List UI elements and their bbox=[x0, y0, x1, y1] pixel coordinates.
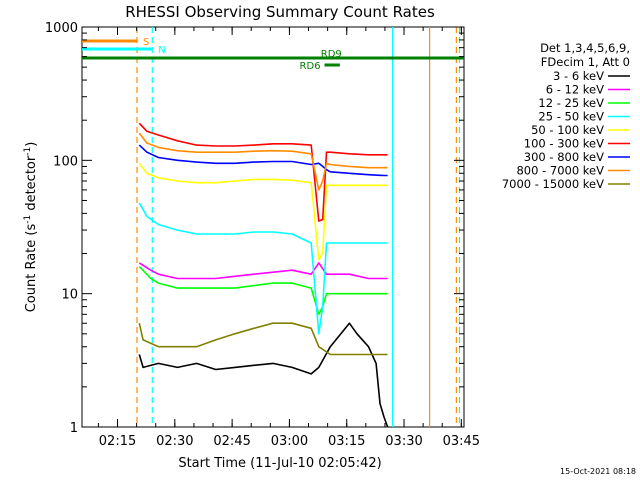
x-tick-label: 03:00 bbox=[271, 434, 308, 449]
series-lines bbox=[138, 122, 389, 428]
series-line bbox=[138, 132, 388, 191]
y-tick-label: 1000 bbox=[45, 21, 78, 36]
x-tick-label: 02:30 bbox=[156, 434, 193, 449]
y-tick-label: 10 bbox=[61, 288, 78, 303]
legend-entry-label: 50 - 100 keV bbox=[531, 123, 604, 137]
legend-entry-label: 800 - 7000 keV bbox=[516, 164, 604, 178]
series-line bbox=[138, 322, 389, 428]
series-line bbox=[138, 262, 388, 280]
y-axis-ticks: 1 10 100 1000 bbox=[45, 21, 464, 436]
y-axis-label-main: Count Rate (s bbox=[24, 224, 39, 313]
series-line bbox=[138, 162, 388, 261]
x-axis-ticks: 02:15 02:30 02:45 03:00 03:15 03:30 03:45 bbox=[97, 27, 480, 449]
vertical-markers bbox=[136, 27, 461, 427]
legend-entry-label: 12 - 25 keV bbox=[538, 96, 604, 110]
band-label: S bbox=[143, 37, 149, 48]
x-tick-label: 03:30 bbox=[385, 434, 422, 449]
band-label: RD9 bbox=[321, 49, 342, 60]
series-line bbox=[138, 202, 388, 335]
legend-entry-label: 100 - 300 keV bbox=[524, 137, 604, 151]
legend-entry-label: 25 - 50 keV bbox=[538, 110, 604, 124]
y-axis-label-end: ) bbox=[24, 142, 39, 147]
x-tick-label: 03:45 bbox=[443, 434, 480, 449]
legend-entry-label: 300 - 800 keV bbox=[524, 150, 604, 164]
x-axis-label: Start Time (11-Jul-10 02:05:42) bbox=[178, 456, 381, 471]
x-tick-label: 02:45 bbox=[213, 434, 250, 449]
series-line bbox=[138, 265, 388, 316]
timestamp: 15-Oct-2021 08:18 bbox=[560, 467, 636, 476]
x-tick-label: 02:15 bbox=[99, 434, 136, 449]
chart-title: RHESSI Observing Summary Count Rates bbox=[125, 3, 435, 21]
y-axis-label: Count Rate (s-1 detector-1) bbox=[23, 142, 39, 313]
y-axis-label-sup1: -1 bbox=[23, 215, 33, 224]
band-label: RD6 bbox=[300, 61, 321, 72]
band-label: N bbox=[158, 45, 165, 56]
series-line bbox=[138, 122, 388, 222]
legend-header-2: FDecim 1, Att 0 bbox=[541, 55, 630, 69]
legend-header-1: Det 1,3,4,5,6,9, bbox=[540, 41, 630, 55]
legend-entry-label: 3 - 6 keV bbox=[553, 69, 604, 83]
legend: Det 1,3,4,5,6,9, FDecim 1, Att 0 3 - 6 k… bbox=[502, 41, 630, 191]
y-axis-label-sup2: -1 bbox=[23, 147, 33, 156]
legend-entry-label: 6 - 12 keV bbox=[546, 83, 604, 97]
legend-entry-label: 7000 - 15000 keV bbox=[502, 177, 604, 191]
series-line bbox=[138, 322, 388, 356]
y-tick-label: 100 bbox=[53, 154, 78, 169]
plot-frame bbox=[81, 26, 465, 428]
series-line bbox=[138, 144, 388, 177]
x-tick-label: 03:15 bbox=[328, 434, 365, 449]
y-tick-label: 1 bbox=[70, 421, 78, 436]
y-axis-label-mid: detector bbox=[24, 155, 39, 215]
